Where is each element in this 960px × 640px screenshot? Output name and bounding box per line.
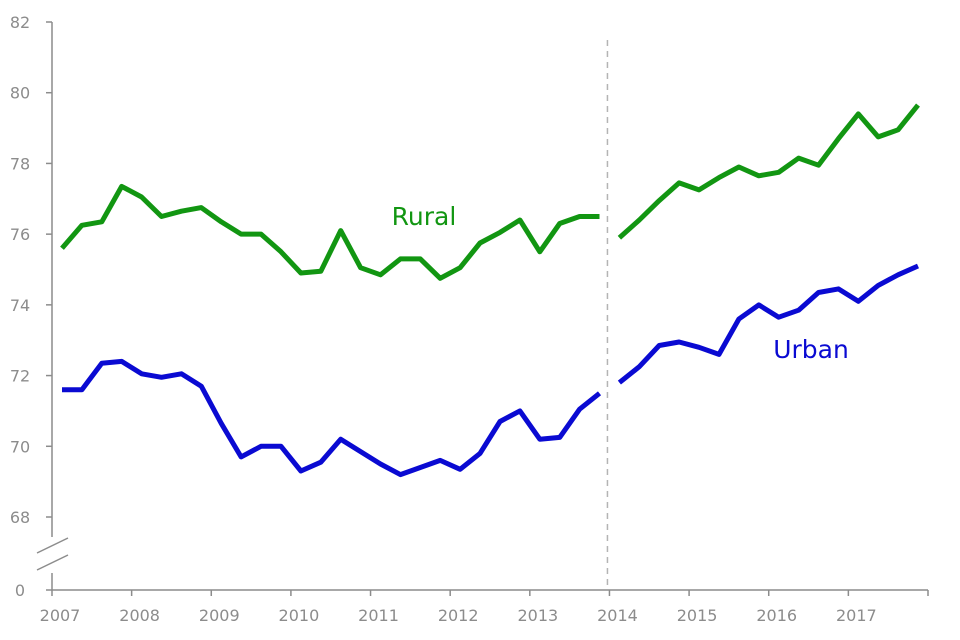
axis-break-mark	[36, 554, 69, 571]
y-tick-label: 82	[10, 13, 30, 32]
y-tick-label: 78	[10, 154, 30, 173]
x-tick-label: 2013	[517, 606, 558, 625]
x-tick-label: 2016	[756, 606, 797, 625]
x-tick-label: 2010	[279, 606, 320, 625]
rural-series-line	[60, 183, 600, 281]
rural-series-label: Rural	[392, 202, 457, 231]
x-tick-label: 2007	[40, 606, 81, 625]
x-tick-label: 2017	[836, 606, 877, 625]
axis-break-mark	[36, 537, 69, 554]
x-tick-label: 2011	[358, 606, 399, 625]
urban-series-label: Urban	[773, 335, 849, 364]
y-tick-label: 0	[15, 581, 25, 600]
y-tick-label: 72	[10, 367, 30, 386]
x-tick-label: 2009	[199, 606, 240, 625]
y-tick-label: 74	[10, 296, 30, 315]
x-tick-label: 2015	[677, 606, 718, 625]
x-tick-label: 2014	[597, 606, 638, 625]
urban-series-line	[617, 263, 920, 385]
x-tick-label: 2008	[119, 606, 160, 625]
urban-series-line	[62, 358, 602, 478]
x-tick-label: 2012	[438, 606, 479, 625]
rural-series-line	[617, 103, 920, 240]
y-tick-label: 68	[10, 508, 30, 527]
y-tick-label: 80	[10, 84, 30, 103]
y-tick-label: 70	[10, 437, 30, 456]
y-tick-label: 76	[10, 225, 30, 244]
